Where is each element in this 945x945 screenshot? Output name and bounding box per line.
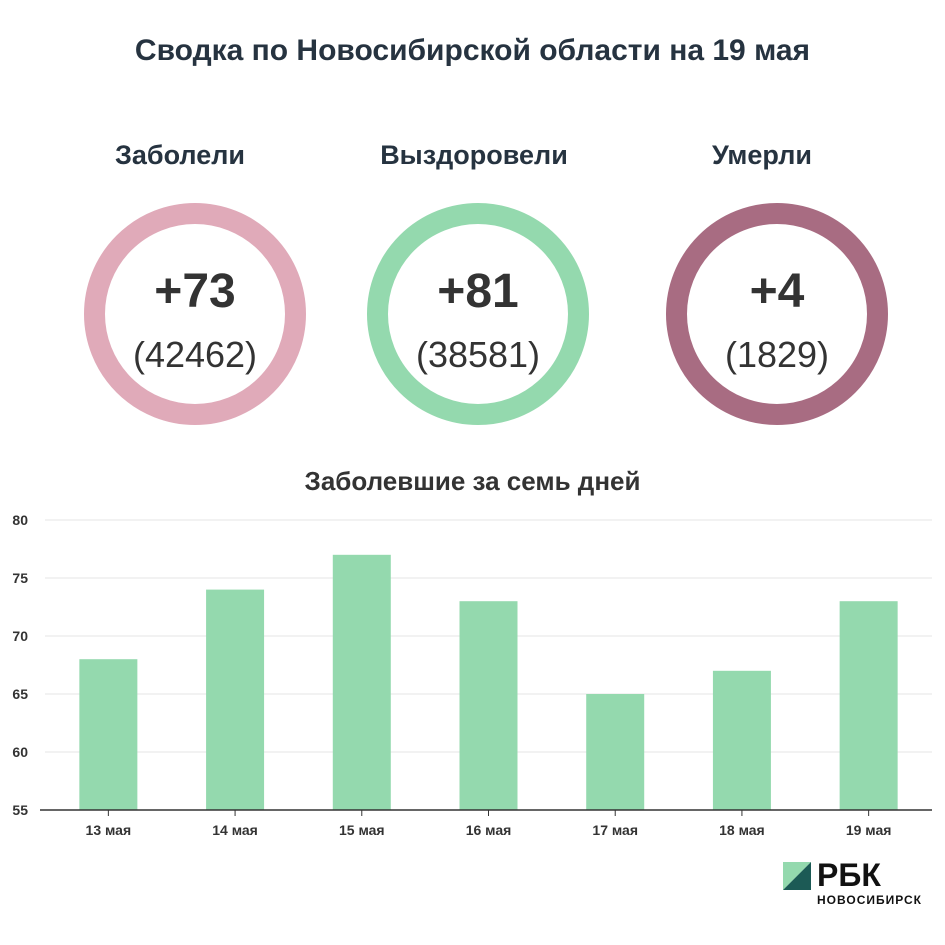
y-tick-label: 60 — [12, 744, 28, 760]
bar — [586, 694, 645, 810]
logo-name: РБК — [817, 857, 881, 893]
bar — [206, 589, 265, 810]
x-tick-label: 17 мая — [592, 822, 638, 838]
deaths-total: (1829) — [724, 334, 830, 375]
x-tick-label: 14 мая — [212, 822, 258, 838]
y-tick-label: 75 — [12, 570, 28, 586]
infected-delta: +73 — [154, 265, 236, 318]
x-tick-label: 18 мая — [719, 822, 765, 838]
recovered-delta: +81 — [437, 265, 519, 318]
recovered-total: (38581) — [415, 334, 541, 375]
bar — [79, 659, 138, 810]
bar — [332, 554, 391, 810]
bar — [712, 670, 771, 810]
stat-label-deaths: Умерли — [711, 140, 812, 170]
y-tick-label: 70 — [12, 628, 28, 644]
y-tick-label: 55 — [12, 802, 28, 818]
logo-mark-dark — [783, 862, 811, 890]
bar-chart: 55 60 65 70 75 80 13 мая 14 мая 15 мая 16 мая 17 м… — [12, 512, 932, 838]
y-tick-label: 80 — [12, 512, 28, 528]
x-tick-label: 16 мая — [466, 822, 512, 838]
x-tick-label: 15 мая — [339, 822, 385, 838]
bar — [459, 601, 518, 810]
infected-total: (42462) — [132, 334, 258, 375]
logo-subtitle: НОВОСИБИРСК — [817, 893, 922, 907]
y-tick-label: 65 — [12, 686, 28, 702]
deaths-delta: +4 — [749, 265, 805, 318]
stat-label-infected: Заболели — [115, 140, 245, 170]
x-tick-label: 13 мая — [86, 822, 132, 838]
rbc-logo — [783, 862, 811, 890]
stat-label-recovered: Выздоровели — [380, 140, 568, 170]
ring-infected: +73 (42462) — [84, 203, 306, 425]
bar — [839, 601, 898, 810]
ring-deaths: +4 (1829) — [666, 203, 888, 425]
ring-recovered: +81 (38581) — [367, 203, 589, 425]
chart-title: Заболевшие за семь дней — [304, 466, 641, 496]
x-tick-label: 19 мая — [846, 822, 892, 838]
page-title: Сводка по Новосибирской области на 19 ма… — [134, 34, 811, 67]
